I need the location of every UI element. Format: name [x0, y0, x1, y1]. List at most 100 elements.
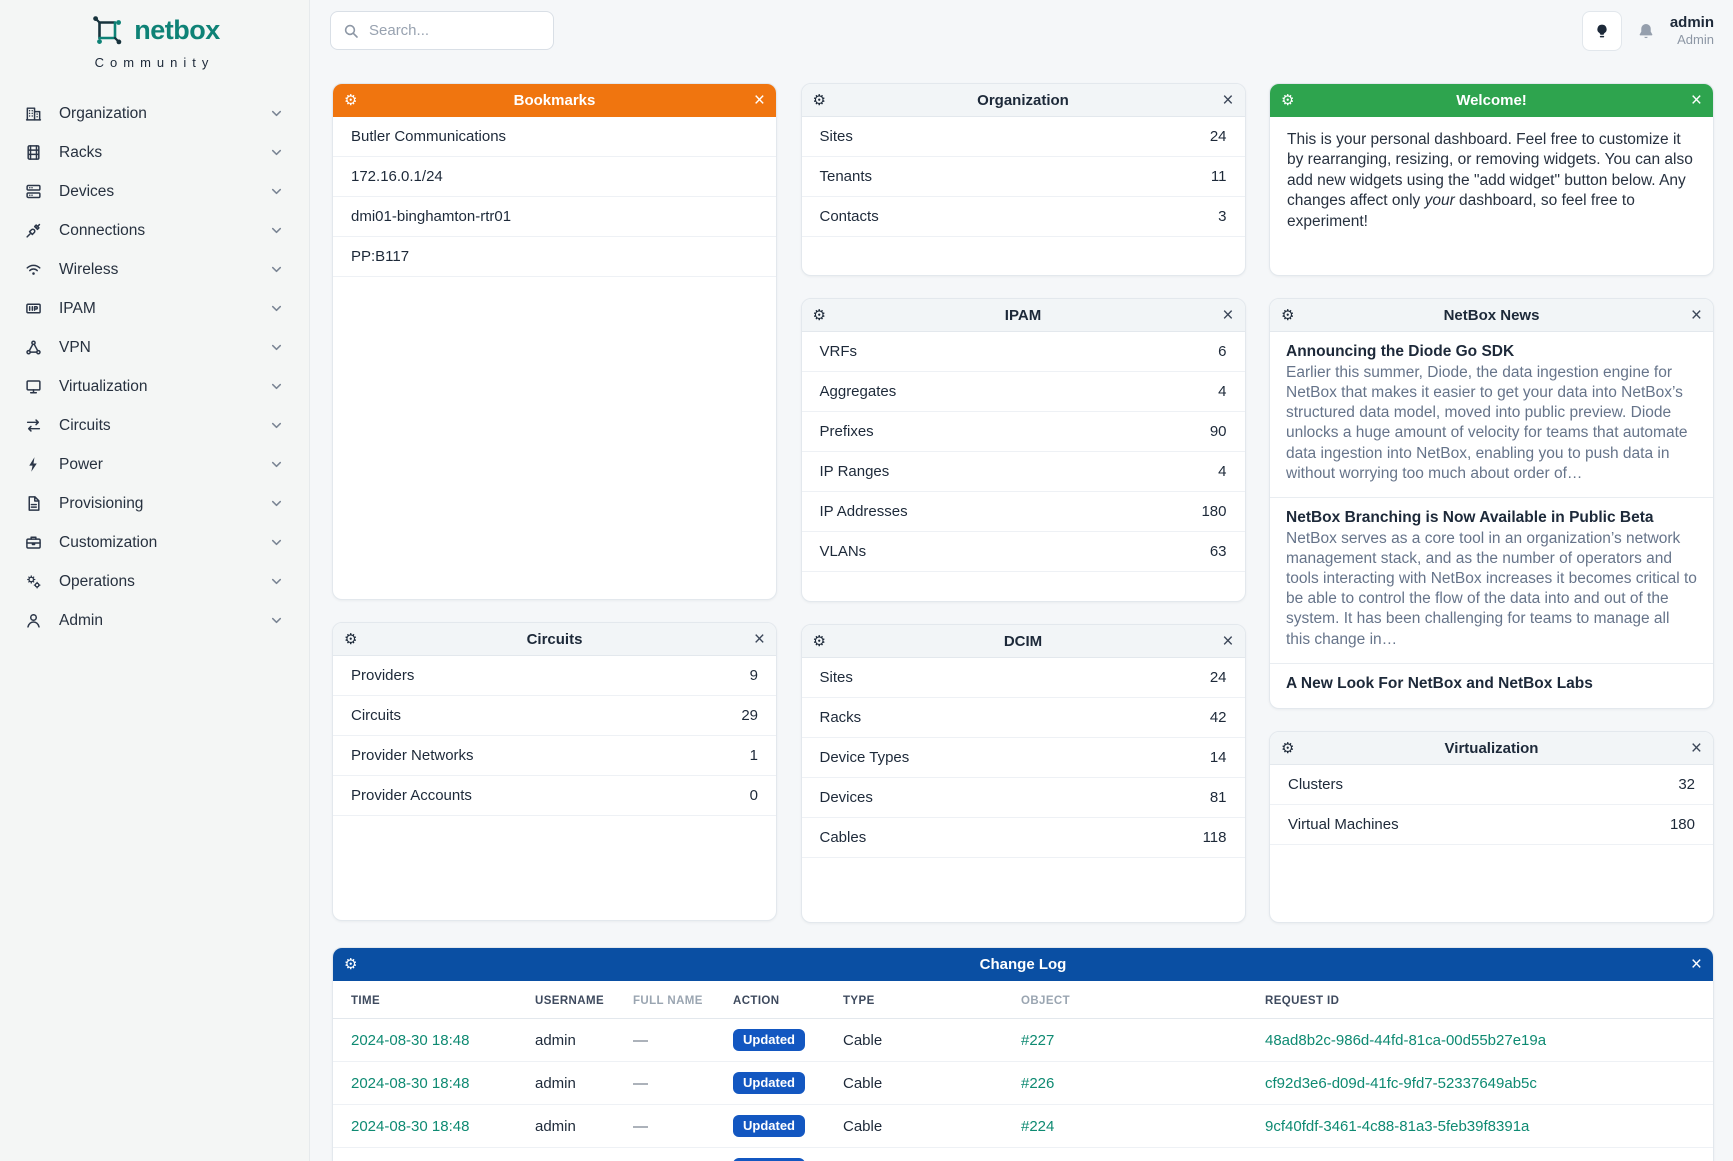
stat-label: Virtual Machines — [1288, 816, 1399, 833]
changelog-request-id-link[interactable]: 48ad8b2c-986d-44fd-81ca-00d55b27e19a — [1265, 1031, 1547, 1049]
stat-row: Cables 118 — [801, 818, 1245, 858]
widget-config-icon[interactable]: ⚙ — [812, 632, 826, 650]
close-icon[interactable]: × — [1222, 304, 1234, 326]
close-icon[interactable]: × — [1690, 737, 1702, 759]
close-icon[interactable]: × — [753, 628, 765, 650]
news-headline-link[interactable]: NetBox Branching is Now Available in Pub… — [1286, 508, 1654, 526]
sidebar-item-racks[interactable]: Racks — [0, 133, 309, 172]
sidebar-item-label: Devices — [59, 182, 115, 200]
widget-virtualization: ⚙ Virtualization × Clusters 32 Virtual Mac… — [1269, 731, 1714, 923]
news-item: NetBox Branching is Now Available in Pub… — [1270, 498, 1713, 664]
ip-address-icon — [25, 300, 42, 317]
search-box[interactable] — [330, 11, 554, 50]
widget-config-icon[interactable]: ⚙ — [344, 955, 358, 973]
change-log-table: TIME USERNAME FULL NAME ACTION TYPE OBJECT REQ… — [333, 981, 1713, 1161]
stat-count-link[interactable]: 3 — [1218, 208, 1227, 225]
close-icon[interactable]: × — [753, 89, 765, 111]
widget-config-icon[interactable]: ⚙ — [1281, 306, 1295, 324]
bookmark-item[interactable]: PP:B117 — [333, 237, 776, 277]
stat-count-link[interactable]: 14 — [1209, 749, 1227, 766]
sidebar-item-devices[interactable]: Devices — [0, 172, 309, 211]
close-icon[interactable]: × — [1690, 89, 1702, 111]
stat-count-link[interactable]: 0 — [749, 787, 758, 804]
sidebar-item-circuits[interactable]: Circuits — [0, 406, 309, 445]
stat-label: VLANs — [819, 543, 867, 560]
stat-count-link[interactable]: 42 — [1209, 709, 1227, 726]
stat-count-link[interactable]: 11 — [1210, 168, 1227, 185]
chevron-down-icon — [270, 224, 283, 237]
table-cell: — — [623, 1104, 723, 1148]
widget-config-icon[interactable]: ⚙ — [812, 91, 826, 109]
stat-count-link[interactable]: 4 — [1218, 463, 1227, 480]
stat-count-link[interactable]: 118 — [1202, 829, 1227, 846]
stat-count-link[interactable]: 6 — [1218, 343, 1227, 360]
table-cell: 9cf40fdf-3461-4c88-81a3-5feb39f8391a — [1255, 1104, 1713, 1148]
sidebar-item-ipam[interactable]: IPAM — [0, 289, 309, 328]
changelog-username: admin — [535, 1074, 576, 1092]
changelog-request-id-link[interactable]: cf92d3e6-d09d-41fc-9fd7-52337649ab5c — [1265, 1074, 1537, 1092]
stat-count-link[interactable]: 29 — [741, 707, 758, 724]
widget-config-icon[interactable]: ⚙ — [344, 91, 358, 109]
sidebar-item-vpn[interactable]: VPN — [0, 328, 309, 367]
sidebar-item-power[interactable]: Power — [0, 445, 309, 484]
widget-config-icon[interactable]: ⚙ — [1281, 739, 1295, 757]
changelog-time-link[interactable]: 2024-08-30 18:48 — [351, 1031, 470, 1049]
stat-row: Virtual Machines 180 — [1270, 805, 1713, 845]
sidebar-item-label: Organization — [59, 104, 147, 122]
news-headline-link[interactable]: A New Look For NetBox and NetBox Labs — [1286, 674, 1593, 692]
bookmark-item[interactable]: Butler Communications — [333, 117, 776, 157]
sidebar-item-operations[interactable]: Operations — [0, 562, 309, 601]
stat-count-link[interactable]: 9 — [749, 667, 758, 684]
widget-config-icon[interactable]: ⚙ — [812, 306, 826, 324]
widget-config-icon[interactable]: ⚙ — [344, 630, 358, 648]
sidebar-item-connections[interactable]: Connections — [0, 211, 309, 250]
stat-count-link[interactable]: 24 — [1209, 669, 1227, 686]
stat-count-link[interactable]: 81 — [1209, 789, 1227, 806]
user-menu[interactable]: admin Admin — [1670, 14, 1714, 48]
changelog-time-link[interactable]: 2024-08-30 18:48 — [351, 1074, 470, 1092]
column-header-action: ACTION — [723, 981, 833, 1019]
stat-count-link[interactable]: 63 — [1209, 543, 1227, 560]
stat-count-link[interactable]: 180 — [1669, 816, 1695, 833]
stat-count-link[interactable]: 1 — [749, 747, 758, 764]
close-icon[interactable]: × — [1222, 630, 1234, 652]
bookmark-item[interactable]: dmi01-binghamton-rtr01 — [333, 197, 776, 237]
monitor-icon — [25, 378, 42, 395]
bookmark-item[interactable]: 172.16.0.1/24 — [333, 157, 776, 197]
widget-config-icon[interactable]: ⚙ — [1281, 91, 1295, 109]
chevron-down-icon — [270, 107, 283, 120]
sidebar-item-provisioning[interactable]: Provisioning — [0, 484, 309, 523]
sidebar-item-label: Provisioning — [59, 494, 144, 512]
sidebar-item-admin[interactable]: Admin — [0, 601, 309, 640]
theme-toggle-button[interactable] — [1581, 10, 1622, 51]
sidebar-item-wireless[interactable]: Wireless — [0, 250, 309, 289]
brand[interactable]: netbox Community — [0, 0, 309, 70]
stat-count-link[interactable]: 32 — [1678, 776, 1695, 793]
stat-row: Clusters 32 — [1270, 765, 1713, 805]
close-icon[interactable]: × — [1690, 304, 1702, 326]
sidebar-item-customization[interactable]: Customization — [0, 523, 309, 562]
sidebar-item-label: VPN — [59, 338, 91, 356]
changelog-request-id-link[interactable]: 9cf40fdf-3461-4c88-81a3-5feb39f8391a — [1265, 1117, 1530, 1135]
stat-count-link[interactable]: 180 — [1201, 503, 1227, 520]
stat-row: Racks 42 — [801, 698, 1245, 738]
sidebar-item-virtualization[interactable]: Virtualization — [0, 367, 309, 406]
news-headline-link[interactable]: Announcing the Diode Go SDK — [1286, 343, 1515, 360]
stat-count-link[interactable]: 24 — [1209, 128, 1227, 145]
table-cell: admin — [525, 1147, 623, 1161]
stat-count-link[interactable]: 4 — [1218, 383, 1227, 400]
changelog-object-link[interactable]: #224 — [1021, 1117, 1055, 1135]
widget-organization: ⚙ Organization × Sites 24 Tenants 11 Contact… — [800, 83, 1246, 276]
changelog-object-link[interactable]: #227 — [1021, 1031, 1055, 1049]
changelog-time-link[interactable]: 2024-08-30 18:48 — [351, 1117, 470, 1135]
table-cell: #226 — [1011, 1061, 1255, 1105]
topbar: admin Admin — [310, 0, 1733, 61]
search-input[interactable] — [369, 22, 541, 39]
sidebar-item-organization[interactable]: Organization — [0, 94, 309, 133]
close-icon[interactable]: × — [1690, 953, 1702, 975]
stat-count-link[interactable]: 90 — [1209, 423, 1227, 440]
changelog-object-link[interactable]: #226 — [1021, 1074, 1055, 1092]
notifications-bell-icon[interactable] — [1637, 22, 1655, 40]
close-icon[interactable]: × — [1222, 89, 1234, 111]
